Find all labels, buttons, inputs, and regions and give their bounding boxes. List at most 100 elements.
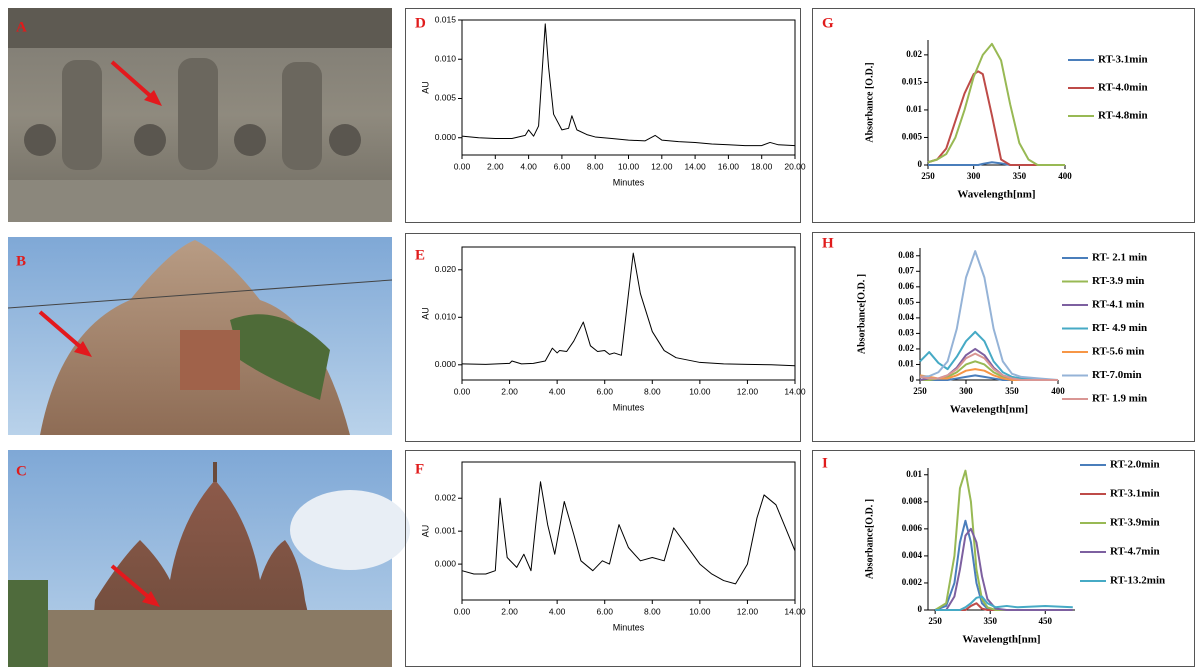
panel-letter: A	[16, 19, 27, 35]
legend-label: RT-3.1min	[1098, 54, 1148, 66]
x-tick-label: 16.00	[718, 161, 740, 171]
y-tick-label: 0.010	[435, 53, 457, 63]
legend-label: RT-4.7min	[1110, 546, 1160, 558]
x-tick-label: 350	[1005, 386, 1019, 396]
y-tick-label: 0	[910, 374, 915, 384]
x-tick-label: 10.00	[689, 386, 711, 396]
y-tick-label: 0.000	[435, 132, 457, 142]
panel-letter: F	[415, 461, 424, 477]
y-tick-label: 0.001	[435, 525, 457, 535]
x-tick-label: 400	[1051, 386, 1065, 396]
x-tick-label: 300	[959, 386, 973, 396]
y-axis-title: Absorbance[O.D. ]	[856, 274, 867, 354]
y-tick-label: 0.002	[435, 492, 457, 502]
x-tick-label: 350	[1013, 171, 1027, 181]
x-tick-label: 4.00	[520, 161, 537, 171]
y-tick-label: 0	[918, 604, 923, 614]
x-axis-title: Minutes	[613, 402, 645, 412]
legend-label: RT-4.1 min	[1092, 299, 1144, 311]
x-axis-title: Wavelength[nm]	[950, 404, 1028, 416]
panel-letter: D	[415, 15, 426, 31]
y-tick-label: 0.04	[898, 312, 914, 322]
x-tick-label: 18.00	[751, 161, 773, 171]
y-tick-label: 0	[918, 159, 923, 169]
legend-label: RT-3.9 min	[1092, 275, 1144, 287]
legend-label: RT-5.6 min	[1092, 346, 1144, 358]
x-tick-label: 12.00	[651, 161, 673, 171]
series-line	[935, 527, 1073, 611]
series-line	[935, 595, 1073, 611]
panel-letter: E	[415, 247, 425, 263]
y-tick-label: 0.010	[435, 312, 457, 322]
panel-frame	[405, 233, 801, 442]
legend-label: RT- 2.1 min	[1092, 252, 1147, 264]
x-tick-label: 2.00	[501, 606, 518, 616]
x-tick-label: 10.00	[618, 161, 640, 171]
series-line	[461, 23, 796, 147]
x-tick-label: 8.00	[644, 606, 661, 616]
x-tick-label: 10.00	[689, 606, 711, 616]
plot-frame	[461, 19, 796, 156]
x-axis-title: Wavelength[nm]	[962, 634, 1040, 646]
x-axis-title: Wavelength[nm]	[957, 189, 1035, 201]
x-tick-label: 300	[967, 171, 981, 181]
y-axis-title: Absorbance[O.D. ]	[864, 499, 875, 579]
x-tick-label: 250	[928, 616, 942, 626]
panel-letter: H	[822, 235, 834, 251]
y-tick-label: 0.01	[906, 104, 922, 114]
x-tick-label: 6.00	[596, 606, 613, 616]
y-tick-label: 0.01	[898, 359, 914, 369]
y-tick-label: 0.08	[898, 250, 914, 260]
y-tick-label: 0.015	[902, 76, 923, 86]
x-tick-label: 0.00	[454, 161, 471, 171]
x-tick-label: 8.00	[644, 386, 661, 396]
y-axis-title: AU	[420, 307, 430, 320]
x-tick-label: 450	[1039, 616, 1053, 626]
legend-label: RT-3.9min	[1110, 517, 1160, 529]
x-tick-label: 12.00	[737, 386, 759, 396]
legend-label: RT- 1.9 min	[1092, 393, 1147, 405]
x-tick-label: 350	[983, 616, 997, 626]
x-tick-label: 20.00	[784, 161, 806, 171]
y-tick-label: 0.015	[435, 14, 457, 24]
y-axis-title: AU	[420, 81, 430, 94]
x-tick-label: 6.00	[554, 161, 571, 171]
legend-label: RT-4.0min	[1098, 82, 1148, 94]
panel-letter: C	[16, 463, 27, 479]
y-tick-label: 0.05	[898, 296, 914, 306]
legend-label: RT-7.0min	[1092, 369, 1142, 381]
y-axis-title: Absorbance [O.D.]	[864, 62, 875, 142]
y-tick-label: 0.002	[902, 577, 923, 587]
x-tick-label: 0.00	[454, 386, 471, 396]
y-tick-label: 0.006	[902, 523, 923, 533]
x-tick-label: 2.00	[487, 161, 504, 171]
panel-frame	[405, 450, 801, 667]
series-line	[927, 42, 1065, 166]
y-tick-label: 0.000	[435, 359, 457, 369]
series-line	[919, 330, 1058, 381]
y-tick-label: 0.005	[902, 132, 923, 142]
y-tick-label: 0.000	[435, 558, 457, 568]
plot-frame	[461, 461, 796, 601]
legend-label: RT-4.8min	[1098, 110, 1148, 122]
x-tick-label: 14.00	[684, 161, 706, 171]
panel-letter: B	[16, 253, 26, 269]
x-tick-label: 4.00	[549, 606, 566, 616]
legend-label: RT- 4.9 min	[1092, 322, 1147, 334]
y-tick-label: 0.03	[898, 327, 914, 337]
legend-label: RT-2.0min	[1110, 459, 1160, 471]
y-tick-label: 0.008	[902, 496, 923, 506]
x-tick-label: 400	[1058, 171, 1072, 181]
x-tick-label: 0.00	[454, 606, 471, 616]
legend-label: RT-3.1min	[1110, 488, 1160, 500]
y-tick-label: 0.06	[898, 281, 914, 291]
x-tick-label: 12.00	[737, 606, 759, 616]
y-tick-label: 0.01	[906, 469, 922, 479]
series-line	[919, 250, 1059, 381]
photo-b: B	[7, 237, 393, 435]
x-tick-label: 250	[913, 386, 927, 396]
legend-label: RT-13.2min	[1110, 575, 1165, 587]
y-tick-label: 0.07	[898, 265, 914, 275]
series-line	[919, 352, 1058, 381]
